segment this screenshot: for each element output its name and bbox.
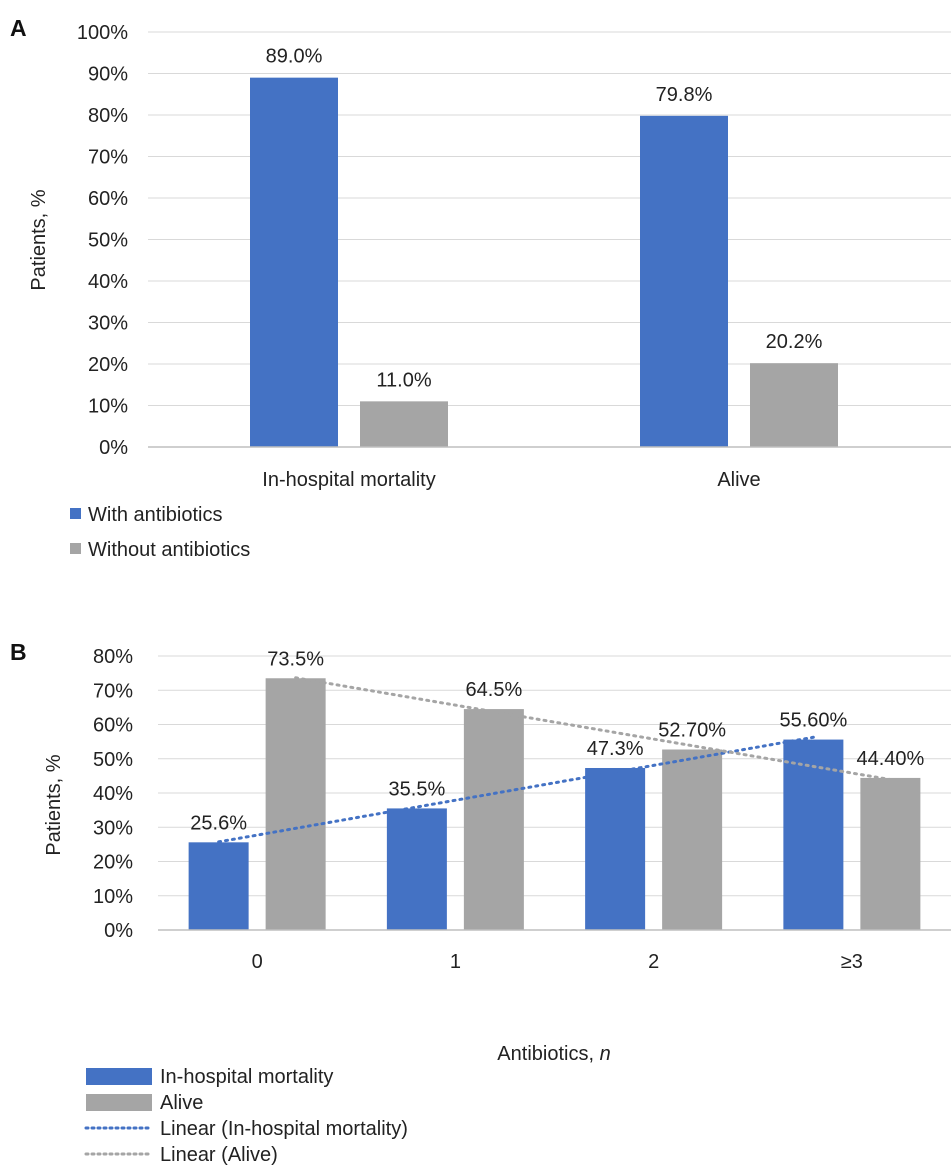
y-tick-label: 70% xyxy=(88,147,128,169)
legend-swatch xyxy=(70,543,81,554)
panel-b-y-tick-labels: 0% 10% 20% 30% 40% 50% 60% 70% 80% xyxy=(93,646,133,942)
y-tick-label: 20% xyxy=(88,354,128,376)
bar xyxy=(585,767,646,930)
panel-b-bars xyxy=(188,678,921,930)
legend-item-linear-alive: Linear (Alive) xyxy=(84,1144,278,1166)
panel-b-data-labels: 25.6% 73.5% 35.5% 64.5% 47.3% 52.70% 55.60% 44.… xyxy=(190,648,924,834)
bar xyxy=(662,749,723,930)
data-label: 55.60% xyxy=(779,710,847,732)
panel-b-trendlines xyxy=(217,676,892,844)
y-tick-label: 20% xyxy=(93,852,133,874)
bar xyxy=(860,777,921,930)
legend-label: Linear (Alive) xyxy=(160,1144,278,1166)
legend-item-with-antibiotics: With antibiotics xyxy=(70,504,223,526)
panel-a-y-axis-title: Patients, % xyxy=(28,189,50,290)
panel-a: A 0% 10% 20% 30% 40% 50% 60% 70% 80% 90% 100% Pati… xyxy=(10,15,951,561)
y-tick-label: 50% xyxy=(88,230,128,252)
data-label: 44.40% xyxy=(856,748,924,770)
data-label: 25.6% xyxy=(190,812,247,834)
legend-item-linear-in-hospital-mortality: Linear (In-hospital mortality) xyxy=(84,1118,408,1140)
legend-label: Alive xyxy=(160,1092,203,1114)
trendline xyxy=(294,676,892,782)
trendline xyxy=(217,735,815,844)
y-tick-label: 10% xyxy=(93,886,133,908)
x-tick-label: 1 xyxy=(450,951,461,973)
y-tick-label: 100% xyxy=(77,22,128,44)
y-tick-label: 60% xyxy=(88,188,128,210)
data-label: 52.70% xyxy=(658,720,726,742)
y-tick-label: 0% xyxy=(99,437,128,459)
bar xyxy=(360,401,448,447)
bar xyxy=(463,709,524,930)
y-tick-label: 60% xyxy=(93,715,133,737)
legend-label: Linear (In-hospital mortality) xyxy=(160,1118,408,1140)
data-label: 73.5% xyxy=(267,648,324,670)
y-tick-label: 70% xyxy=(93,680,133,702)
y-tick-label: 40% xyxy=(88,271,128,293)
bar xyxy=(188,842,249,930)
data-label: 79.8% xyxy=(656,84,713,106)
bar xyxy=(750,363,838,447)
data-label: 89.0% xyxy=(266,46,323,68)
y-tick-label: 40% xyxy=(93,783,133,805)
legend-item-in-hospital-mortality: In-hospital mortality xyxy=(86,1066,333,1088)
panel-a-data-labels: 89.0% 11.0% 79.8% 20.2% xyxy=(266,46,823,392)
bar xyxy=(640,115,728,447)
panel-a-y-tick-labels: 0% 10% 20% 30% 40% 50% 60% 70% 80% 90% 100% xyxy=(77,22,128,459)
legend-item-without-antibiotics: Without antibiotics xyxy=(70,539,250,561)
x-tick-label: 0 xyxy=(252,951,263,973)
legend-label: With antibiotics xyxy=(88,504,223,526)
panel-a-bars xyxy=(250,77,838,448)
bar xyxy=(265,678,326,930)
legend-swatch xyxy=(70,508,81,519)
panel-a-legend: With antibiotics Without antibiotics xyxy=(70,504,250,561)
y-tick-label: 80% xyxy=(93,646,133,668)
panel-a-category-label: Alive xyxy=(717,469,760,491)
y-tick-label: 10% xyxy=(88,396,128,418)
y-tick-label: 30% xyxy=(93,817,133,839)
y-tick-label: 30% xyxy=(88,313,128,335)
bar xyxy=(783,739,844,930)
data-label: 11.0% xyxy=(376,369,431,391)
panel-b-y-axis-title: Patients, % xyxy=(43,754,65,855)
y-tick-label: 0% xyxy=(104,920,133,942)
panel-b: B 0% 10% 20% 30% 40% 50% 60% 70% 80% Patients, %… xyxy=(10,639,951,1166)
legend-label: Without antibiotics xyxy=(88,539,250,561)
legend-swatch xyxy=(86,1094,152,1111)
panel-a-label: A xyxy=(10,15,27,41)
x-axis-title-text: Antibiotics, xyxy=(497,1043,599,1065)
panel-b-label: B xyxy=(10,639,27,665)
panel-b-category-labels: 0 1 2 ≥3 xyxy=(252,951,863,973)
y-tick-label: 90% xyxy=(88,64,128,86)
panel-b-legend: In-hospital mortality Alive Linear (In-h… xyxy=(84,1066,408,1166)
bar xyxy=(250,77,338,448)
x-tick-label: 2 xyxy=(648,951,659,973)
data-label: 20.2% xyxy=(766,331,823,353)
y-tick-label: 50% xyxy=(93,749,133,771)
bar xyxy=(386,808,447,930)
x-tick-label: ≥3 xyxy=(841,951,863,973)
panel-b-x-axis-title: Antibiotics, n xyxy=(497,1043,610,1065)
data-label: 35.5% xyxy=(389,778,446,800)
legend-item-alive: Alive xyxy=(86,1092,203,1114)
panel-a-category-label: In-hospital mortality xyxy=(262,469,435,491)
data-label: 47.3% xyxy=(587,738,644,760)
legend-label: In-hospital mortality xyxy=(160,1066,333,1088)
legend-swatch xyxy=(86,1068,152,1085)
x-axis-title-italic: n xyxy=(600,1043,611,1065)
data-label: 64.5% xyxy=(466,679,523,701)
y-tick-label: 80% xyxy=(88,105,128,127)
